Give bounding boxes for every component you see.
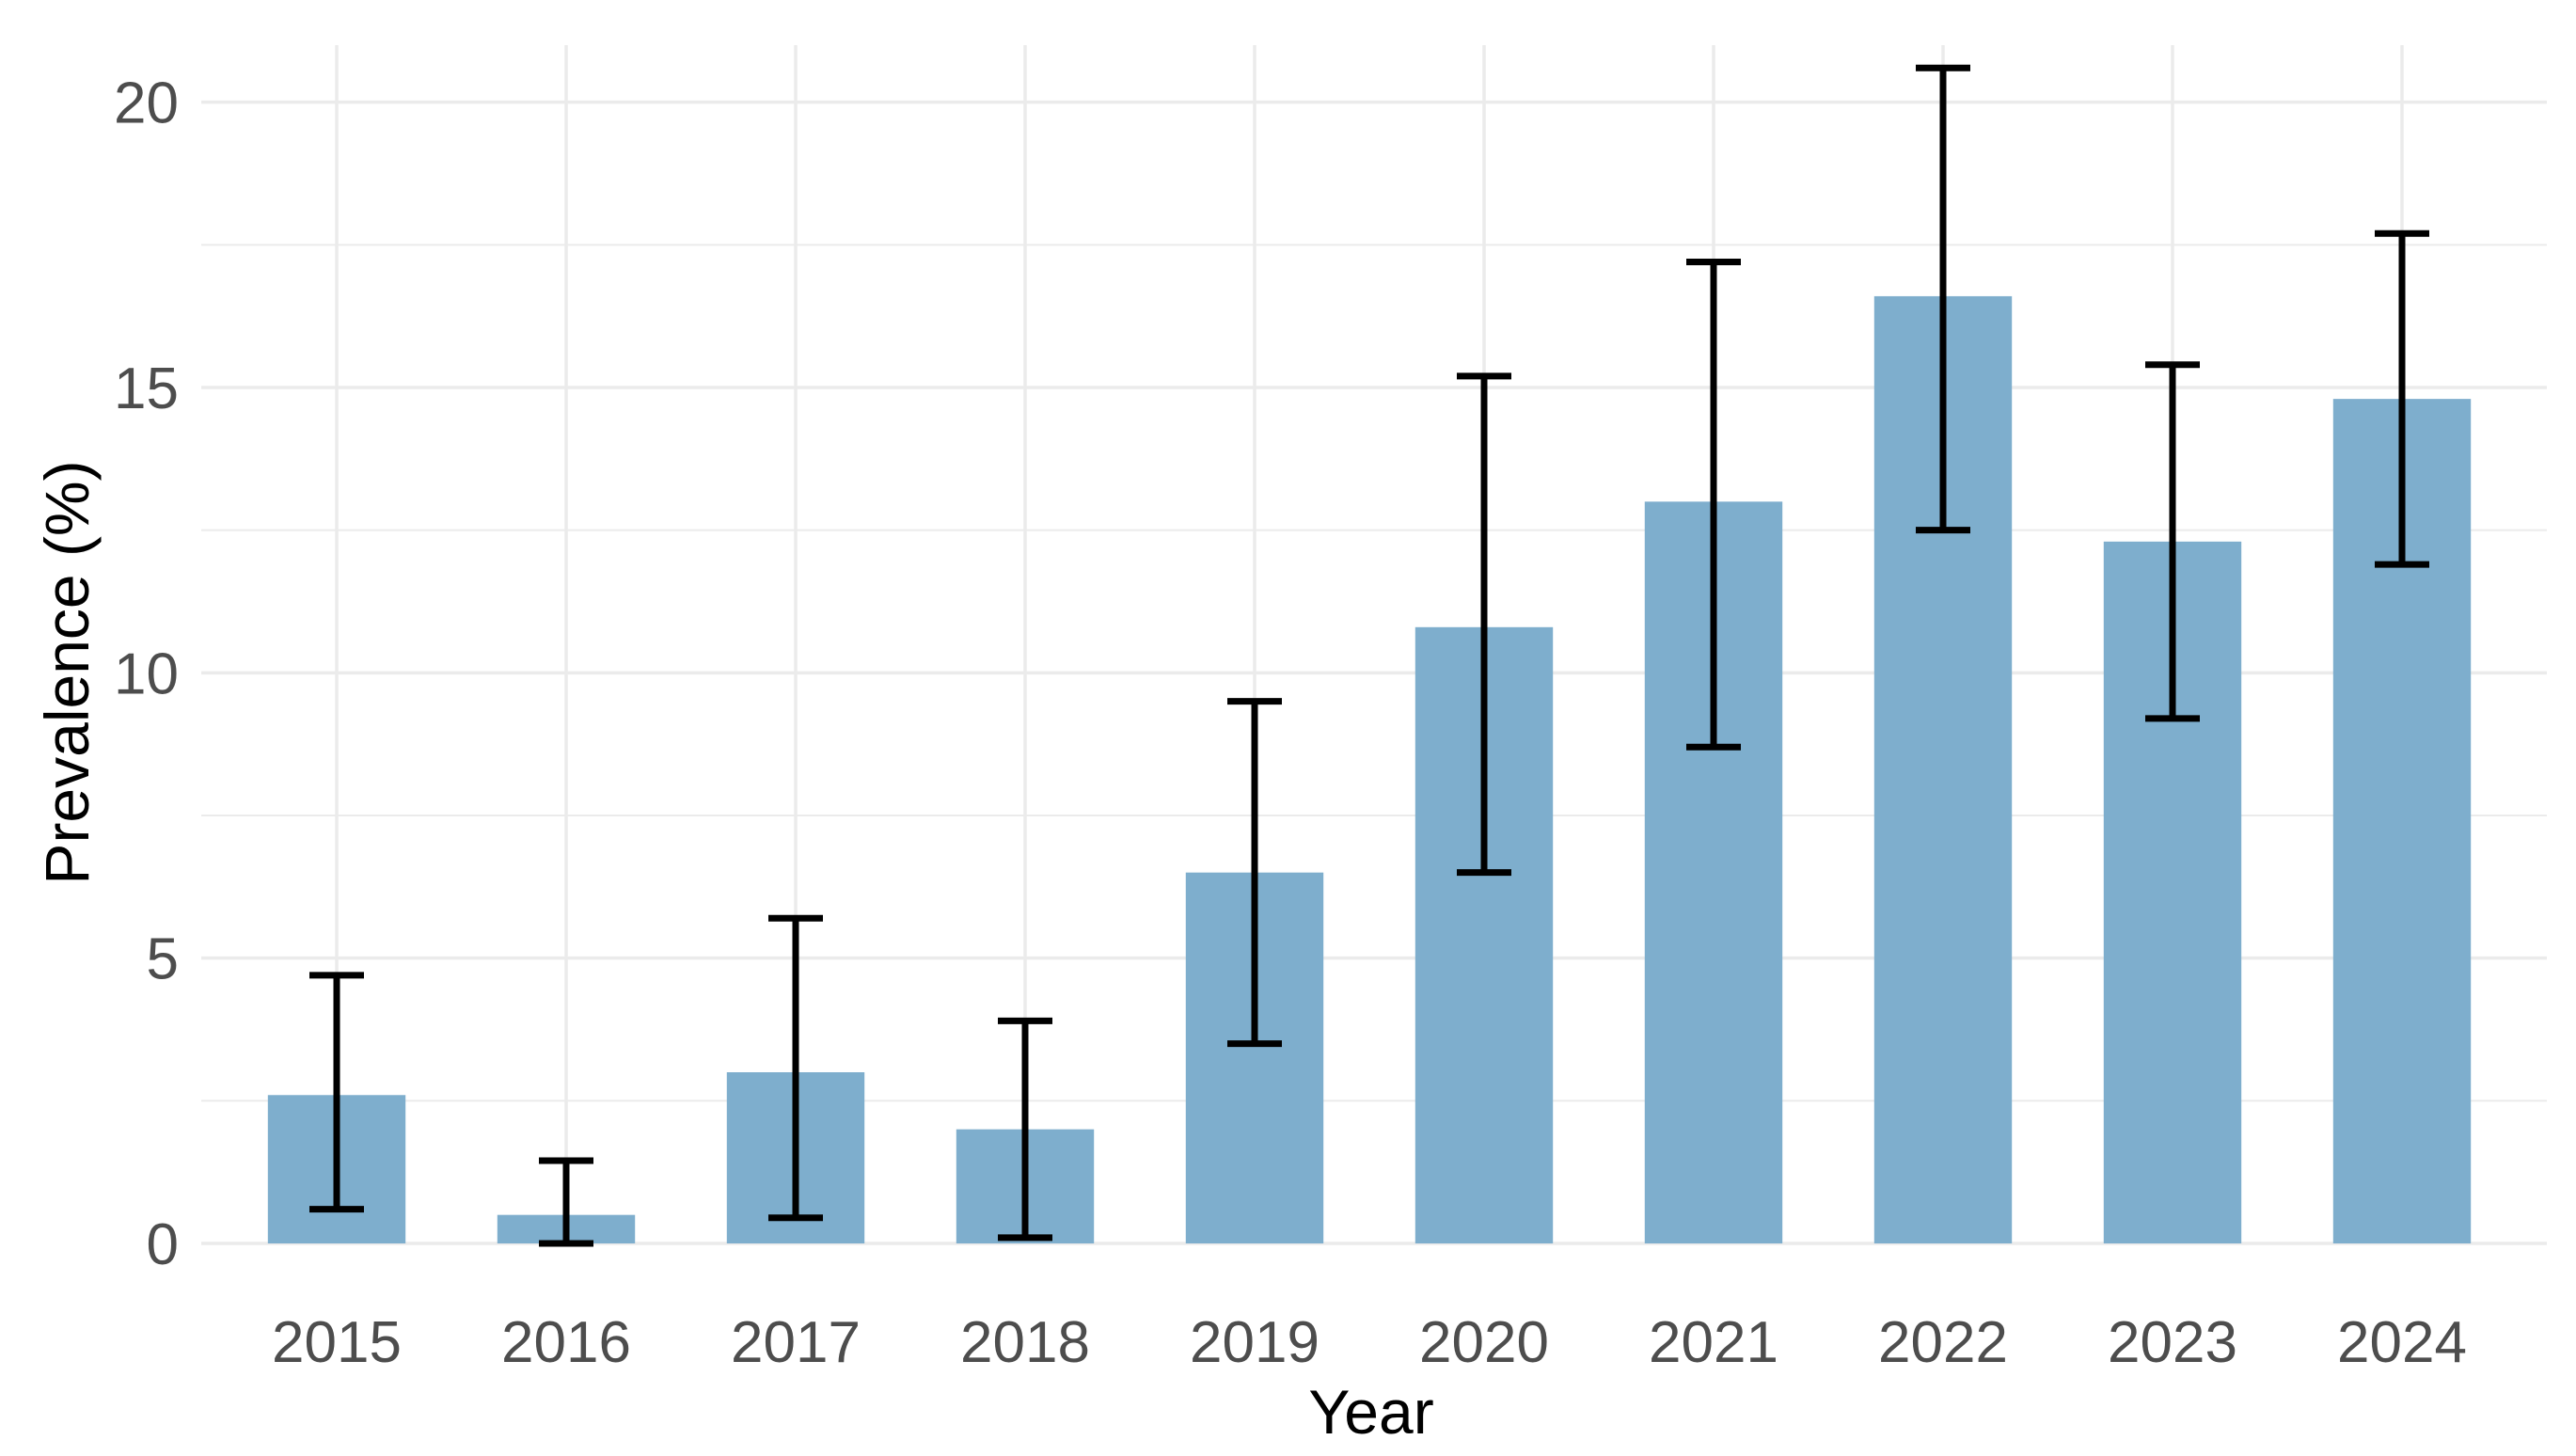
error-bar-2024 [2375, 229, 2429, 568]
x-tick-label: 2020 [1419, 1310, 1549, 1375]
y-tick-label: 5 [147, 927, 179, 992]
x-tick-label: 2017 [731, 1310, 861, 1375]
y-tick-label: 15 [114, 356, 179, 421]
x-tick-label: 2021 [1649, 1310, 1778, 1375]
y-tick-label: 10 [114, 641, 179, 706]
y-tick-label: 20 [114, 71, 179, 136]
error-bar-2018 [998, 1017, 1052, 1242]
error-bar-2020 [1457, 372, 1511, 877]
error-bars [309, 64, 2429, 1247]
y-axis-ticks: 0 5 10 15 20 [114, 71, 179, 1277]
x-axis-ticks: 2015 2016 2017 2018 2019 2020 2021 2022 2023 2024 [272, 1310, 2467, 1375]
x-tick-label: 2016 [501, 1310, 631, 1375]
error-bar-2015 [309, 972, 364, 1213]
error-bar-2023 [2145, 361, 2200, 722]
bars [267, 295, 2472, 1244]
x-axis-title: Year [1308, 1377, 1433, 1447]
x-tick-label: 2022 [1878, 1310, 2008, 1375]
error-bar-2017 [768, 914, 823, 1222]
x-tick-label: 2023 [2108, 1310, 2237, 1375]
y-tick-label: 0 [147, 1212, 179, 1277]
error-bar-2016 [539, 1157, 593, 1247]
x-tick-label: 2015 [272, 1310, 402, 1375]
x-tick-label: 2019 [1190, 1310, 1320, 1375]
x-tick-label: 2018 [960, 1310, 1090, 1375]
x-tick-label: 2024 [2337, 1310, 2467, 1375]
y-axis-title: Prevalence (%) [32, 460, 102, 884]
error-bar-2022 [1916, 64, 1970, 534]
error-bar-2021 [1686, 259, 1741, 751]
error-bar-2019 [1227, 698, 1282, 1048]
